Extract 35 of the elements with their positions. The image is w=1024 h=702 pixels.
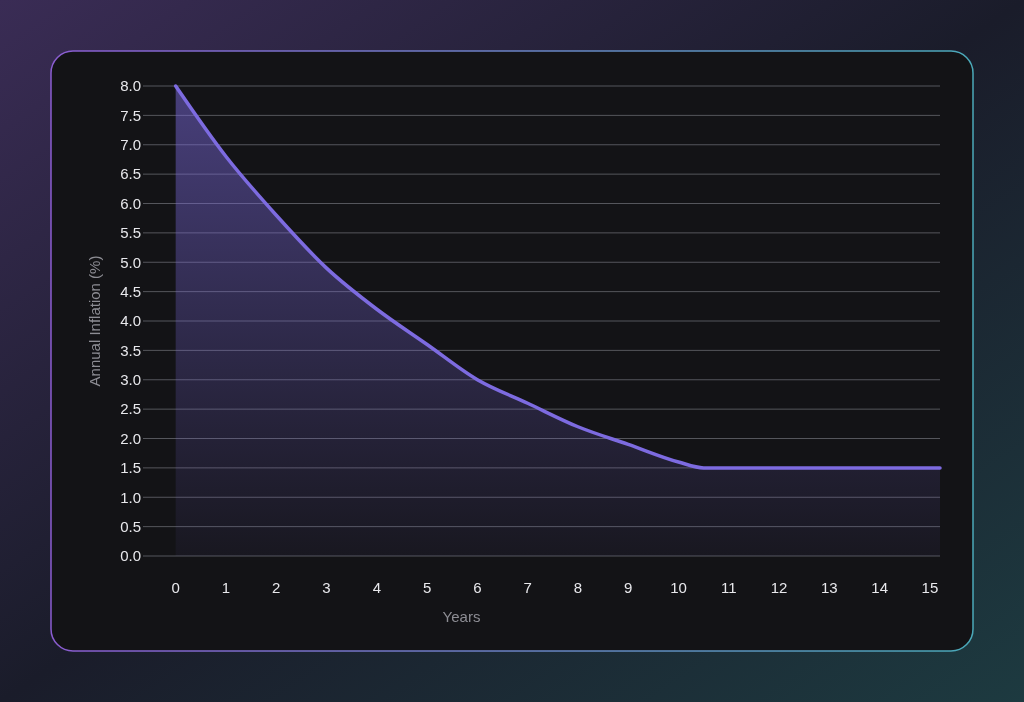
- x-tick-label: 8: [573, 579, 583, 596]
- y-tick-label: 3.5: [120, 341, 141, 359]
- y-tick-label: 3.0: [120, 371, 141, 388]
- x-tick-label: 11: [721, 579, 737, 596]
- x-tick-label: 12: [770, 579, 788, 596]
- y-tick-label: 5.0: [120, 253, 141, 271]
- y-tick-label: 6.0: [120, 194, 141, 212]
- x-tick-label: 1: [221, 579, 231, 596]
- y-tick-label: 8.0: [120, 77, 141, 95]
- y-tick-label: 7.0: [120, 136, 141, 153]
- y-tick-label: 6.5: [120, 165, 141, 183]
- y-tick-label: 4.5: [120, 282, 141, 300]
- x-axis-title: Years: [442, 608, 481, 625]
- x-tick-label: 5: [422, 579, 432, 596]
- x-tick-label: 15: [921, 579, 939, 596]
- x-tick-label: 10: [670, 579, 687, 596]
- y-tick-label: 0.5: [120, 517, 141, 535]
- y-tick-label: 1.5: [120, 459, 141, 477]
- y-tick-label: 7.5: [120, 106, 141, 124]
- y-tick-label: 4.0: [120, 312, 141, 330]
- x-tick-label: 3: [322, 579, 331, 596]
- x-tick-label: 9: [624, 579, 633, 596]
- x-tick-label: 6: [473, 579, 482, 596]
- x-tick-label: 13: [821, 579, 838, 596]
- y-tick-label: 5.5: [120, 224, 141, 242]
- x-tick-label: 4: [372, 579, 381, 596]
- x-tick-label: 0: [171, 579, 180, 596]
- x-tick-label: 2: [272, 579, 281, 596]
- y-tick-label: 2.0: [120, 429, 141, 447]
- y-axis-title: Annual Inflation (%): [86, 255, 103, 387]
- y-tick-label: 0.0: [120, 547, 141, 565]
- y-tick-label: 2.5: [120, 400, 141, 418]
- x-tick-label: 14: [871, 579, 888, 596]
- y-tick-label: 1.0: [120, 488, 141, 506]
- x-tick-label: 7: [523, 579, 532, 596]
